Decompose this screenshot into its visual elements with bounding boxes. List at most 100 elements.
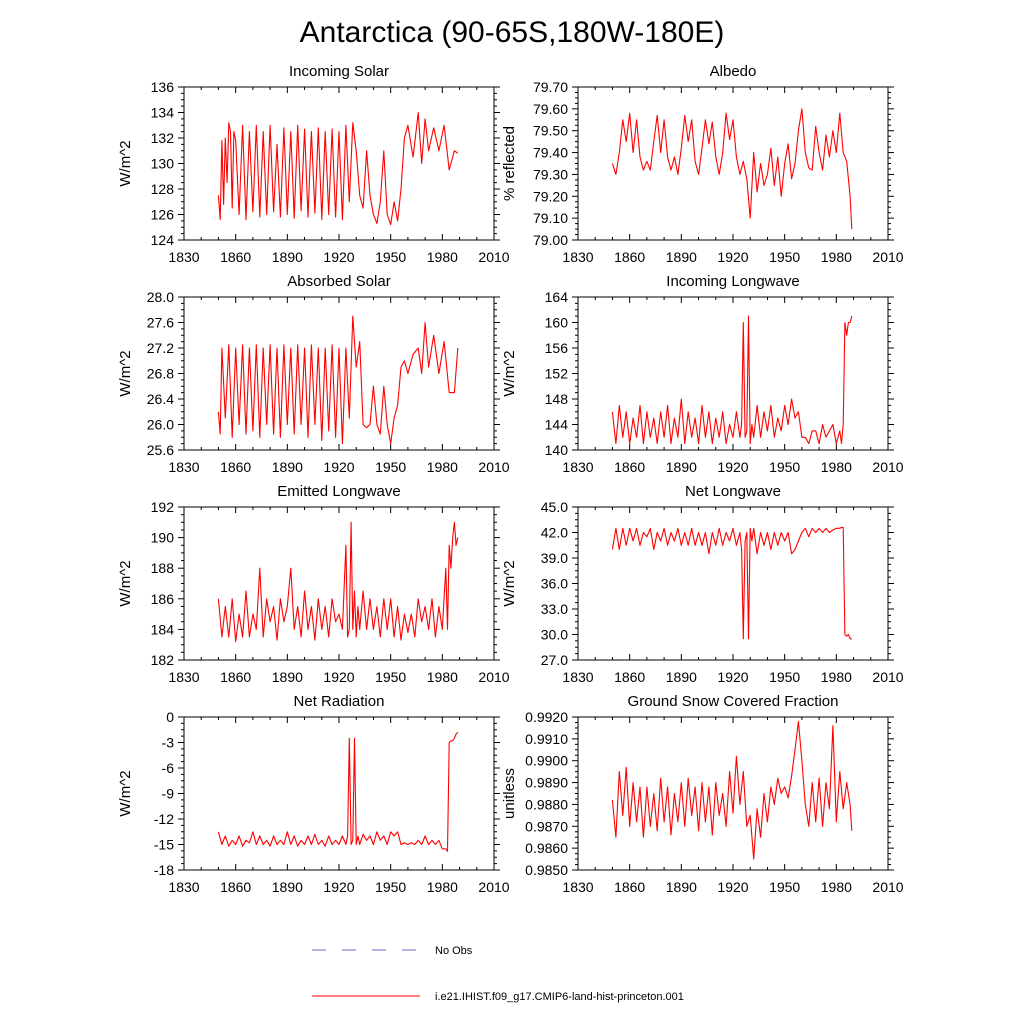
y-tick-label: 79.60 (533, 101, 568, 117)
x-tick-label: 1980 (821, 879, 852, 895)
y-tick-label: 0.9870 (525, 818, 568, 834)
x-tick-label: 1890 (666, 249, 697, 265)
y-axis-label: W/m^2 (117, 140, 134, 186)
y-tick-label: 152 (545, 366, 569, 382)
y-tick-label: 136 (151, 79, 175, 95)
x-tick-label: 1950 (375, 879, 406, 895)
panel-title: Emitted Longwave (277, 483, 400, 500)
panel-title: Net Radiation (294, 693, 385, 710)
y-tick-label: 36.0 (541, 576, 568, 592)
y-tick-label: 182 (151, 652, 175, 668)
y-tick-label: 0.9890 (525, 775, 568, 791)
x-tick-label: 1890 (272, 879, 303, 895)
x-tick-label: 1980 (427, 669, 458, 685)
chart-panel-1: Incoming Solar 1830 1860 1890 1920 1950 1980 20… (117, 63, 510, 265)
plot-frame (577, 86, 889, 241)
x-tick-label: 1920 (323, 249, 354, 265)
y-tick-label: 79.70 (533, 79, 568, 95)
y-axis-label: W/m^2 (117, 560, 134, 606)
y-tick-label: 79.30 (533, 166, 568, 182)
y-tick-label: 30.0 (541, 627, 568, 643)
y-tick-label: 128 (151, 181, 175, 197)
y-axis-label: W/m^2 (501, 560, 518, 606)
chart-panel-2: Albedo 1830 1860 1890 1920 1950 1980 2010 79.00 7… (501, 63, 904, 265)
series-line-1 (217, 111, 459, 226)
y-tick-label: -6 (162, 760, 175, 776)
x-tick-label: 1950 (769, 459, 800, 475)
y-axis-label: % reflected (501, 126, 518, 201)
y-tick-label: 130 (151, 156, 175, 172)
y-tick-label: 79.00 (533, 232, 568, 248)
y-tick-label: 26.4 (147, 391, 174, 407)
panels: Incoming Solar 1830 1860 1890 1920 1950 1980 20… (117, 63, 904, 895)
x-tick-label: 1920 (717, 879, 748, 895)
x-tick-label: 1890 (666, 669, 697, 685)
x-tick-label: 1830 (168, 879, 199, 895)
series-line-1 (217, 521, 459, 643)
x-tick-label: 1890 (272, 249, 303, 265)
y-tick-label: 79.50 (533, 123, 568, 139)
x-tick-label: 1830 (562, 459, 593, 475)
x-tick-label: 1950 (769, 249, 800, 265)
x-tick-label: 1920 (717, 249, 748, 265)
x-tick-label: 1920 (323, 669, 354, 685)
y-tick-label: 184 (151, 621, 175, 637)
x-tick-label: 2010 (478, 879, 509, 895)
x-tick-label: 1890 (272, 669, 303, 685)
x-tick-label: 1830 (562, 879, 593, 895)
x-tick-label: 1860 (614, 669, 645, 685)
y-tick-label: 0.9920 (525, 709, 568, 725)
x-tick-label: 1890 (272, 459, 303, 475)
y-tick-label: 0.9860 (525, 840, 568, 856)
y-tick-label: 26.0 (147, 417, 174, 433)
y-tick-label: 126 (151, 207, 175, 223)
y-tick-label: -18 (154, 862, 174, 878)
x-tick-label: 1980 (427, 459, 458, 475)
x-tick-label: 1950 (375, 669, 406, 685)
y-tick-label: 140 (545, 442, 569, 458)
x-tick-label: 1980 (821, 249, 852, 265)
y-tick-label: 0 (166, 709, 174, 725)
y-axis-label: W/m^2 (117, 350, 134, 396)
chart-panel-5: Emitted Longwave 1830 1860 1890 1920 1950 1980… (117, 483, 510, 685)
y-tick-label: 124 (151, 232, 175, 248)
y-tick-label: 148 (545, 391, 569, 407)
panel-title: Incoming Solar (289, 63, 389, 80)
x-tick-label: 1860 (220, 879, 251, 895)
x-tick-label: 1980 (821, 669, 852, 685)
x-tick-label: 1830 (168, 249, 199, 265)
y-tick-label: 188 (151, 560, 175, 576)
y-tick-label: 42.0 (541, 525, 568, 541)
y-tick-label: 144 (545, 417, 569, 433)
panel-title: Incoming Longwave (666, 273, 799, 290)
y-tick-label: 0.9880 (525, 796, 568, 812)
x-tick-label: 2010 (872, 879, 903, 895)
y-tick-label: 0.9910 (525, 731, 568, 747)
plot-frame (183, 506, 495, 661)
y-tick-label: 26.8 (147, 366, 174, 382)
x-tick-label: 1830 (168, 669, 199, 685)
panel-title: Net Longwave (685, 483, 781, 500)
x-tick-label: 1830 (562, 669, 593, 685)
x-tick-label: 1950 (375, 459, 406, 475)
y-tick-label: -3 (162, 735, 175, 751)
x-tick-label: 1830 (562, 249, 593, 265)
y-tick-label: 190 (151, 530, 175, 546)
x-tick-label: 1980 (821, 459, 852, 475)
y-axis-label: W/m^2 (501, 350, 518, 396)
y-tick-label: 27.6 (147, 315, 174, 331)
x-tick-label: 1830 (168, 459, 199, 475)
series-line-1 (611, 526, 852, 640)
panel-title: Albedo (710, 63, 757, 80)
legend-model-label: i.e21.IHIST.f09_g17.CMIP6-land-hist-prin… (435, 991, 684, 1003)
legend: No Obs i.e21.IHIST.f09_g17.CMIP6-land-hi… (312, 945, 684, 1003)
x-tick-label: 1890 (666, 879, 697, 895)
x-tick-label: 1860 (220, 669, 251, 685)
x-tick-label: 1860 (614, 249, 645, 265)
x-tick-label: 1920 (717, 459, 748, 475)
x-tick-label: 1950 (769, 669, 800, 685)
chart-panel-7: Net Radiation 1830 1860 1890 1920 1950 1980 201… (117, 693, 510, 895)
y-tick-label: 28.0 (147, 289, 174, 305)
x-tick-label: 1860 (220, 249, 251, 265)
